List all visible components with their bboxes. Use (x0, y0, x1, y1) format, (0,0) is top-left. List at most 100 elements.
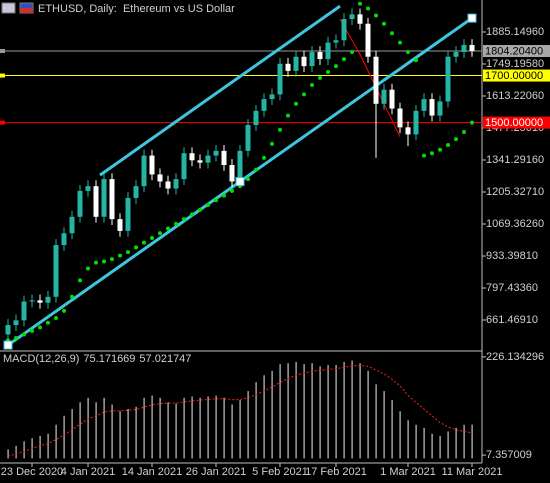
macd-bar (135, 406, 137, 459)
trendline-handle (235, 177, 245, 187)
sar-dot (62, 308, 66, 313)
candle-body (381, 89, 387, 104)
candle-body (53, 245, 59, 297)
y-tick-label: 7.357009 (486, 449, 532, 461)
chart-title: ETHUSD, Daily: Ethereum vs US Dollar (38, 3, 235, 15)
candle-body (69, 216, 75, 234)
candle-body (445, 56, 451, 102)
sar-dot (198, 207, 202, 212)
macd-bar (127, 409, 129, 459)
macd-bar (95, 402, 97, 459)
sar-dot (422, 153, 426, 158)
sar-dot (150, 235, 154, 240)
macd-bar (7, 449, 9, 459)
macd-bar (295, 361, 297, 459)
macd-value: 57.021747 (139, 353, 191, 365)
sar-dot (294, 101, 298, 106)
macd-bar (263, 375, 265, 459)
candle-body (141, 155, 147, 187)
sar-dot (246, 177, 250, 182)
macd-bar (279, 364, 281, 459)
sar-dot (366, 6, 370, 11)
macd-bar (183, 397, 185, 459)
macd-bar (447, 431, 449, 459)
candle-body (77, 190, 83, 217)
macd-bar (55, 424, 57, 459)
candle-body (317, 52, 323, 60)
sar-dot (262, 155, 266, 160)
x-tick-label: 11 Mar 2021 (442, 466, 503, 478)
sar-dot (70, 294, 74, 299)
candle-body (157, 174, 163, 182)
candle-body (293, 56, 299, 71)
sar-dot (126, 250, 130, 255)
y-tick-label: 797.43360 (486, 282, 538, 294)
window-icon (1, 2, 16, 14)
trendline-handle (3, 340, 13, 350)
sar-dot (470, 120, 474, 125)
candle-body (413, 110, 419, 135)
y-tick-label: 661.46910 (486, 314, 538, 326)
sar-dot (254, 167, 258, 172)
macd-bar (151, 395, 153, 459)
macd-bar (359, 363, 361, 459)
level-marker (0, 120, 5, 125)
candle-body (461, 44, 467, 53)
macd-bar (143, 397, 145, 459)
macd-bar (463, 424, 465, 459)
macd-bar (367, 370, 369, 459)
y-tick-label: 1341.29160 (486, 154, 544, 166)
sar-dot (222, 193, 226, 198)
macd-bar (119, 411, 121, 459)
candle-body (333, 40, 339, 43)
candle-body (101, 179, 107, 217)
macd-bar (271, 370, 273, 459)
sar-dot (134, 245, 138, 250)
y-tick-label: 933.39810 (486, 250, 538, 262)
sar-dot (350, 50, 354, 55)
macd-bar (471, 424, 473, 459)
macd-bar (303, 364, 305, 459)
sar-dot (230, 188, 234, 193)
candle-body (149, 155, 155, 175)
sar-dot (86, 266, 90, 271)
sar-dot (462, 130, 466, 135)
sar-dot (46, 320, 50, 325)
macd-bar (71, 409, 73, 459)
candle-body (453, 52, 459, 57)
macd-bar (87, 397, 89, 459)
macd-bar (399, 411, 401, 459)
candle-body (189, 153, 195, 161)
trendline (99, 4, 341, 177)
y-tick-label: 1069.36260 (486, 218, 544, 230)
sar-dot (270, 141, 274, 146)
x-tick-label: 26 Jan 2021 (186, 466, 247, 478)
macd-bar (247, 391, 249, 459)
macd-title: MACD(12,26,9) (3, 353, 79, 365)
macd-bar (231, 404, 233, 459)
sar-dot (158, 231, 162, 236)
candle-body (277, 63, 283, 95)
sar-dot (374, 13, 378, 18)
macd-bar (311, 363, 313, 459)
level-label: 1804.20400 (485, 45, 543, 57)
sar-dot (166, 226, 170, 231)
macd-bar (159, 397, 161, 459)
candle-body (421, 99, 427, 111)
sar-dot (326, 70, 330, 75)
macd-bar (415, 424, 417, 459)
candle-body (237, 150, 243, 182)
y-tick-label: 1205.32710 (486, 186, 544, 198)
candle-body (21, 301, 27, 321)
candle-body (349, 14, 355, 20)
x-tick-label: 14 Jan 2021 (122, 466, 183, 478)
level-label-box (483, 116, 550, 129)
sar-dot (190, 212, 194, 217)
macd-bar (255, 382, 257, 459)
macd-bar (319, 366, 321, 459)
candle-body (229, 164, 235, 182)
sar-dot (22, 332, 26, 337)
macd-bar (287, 363, 289, 459)
macd-bar (79, 402, 81, 459)
macd-bar (431, 433, 433, 459)
